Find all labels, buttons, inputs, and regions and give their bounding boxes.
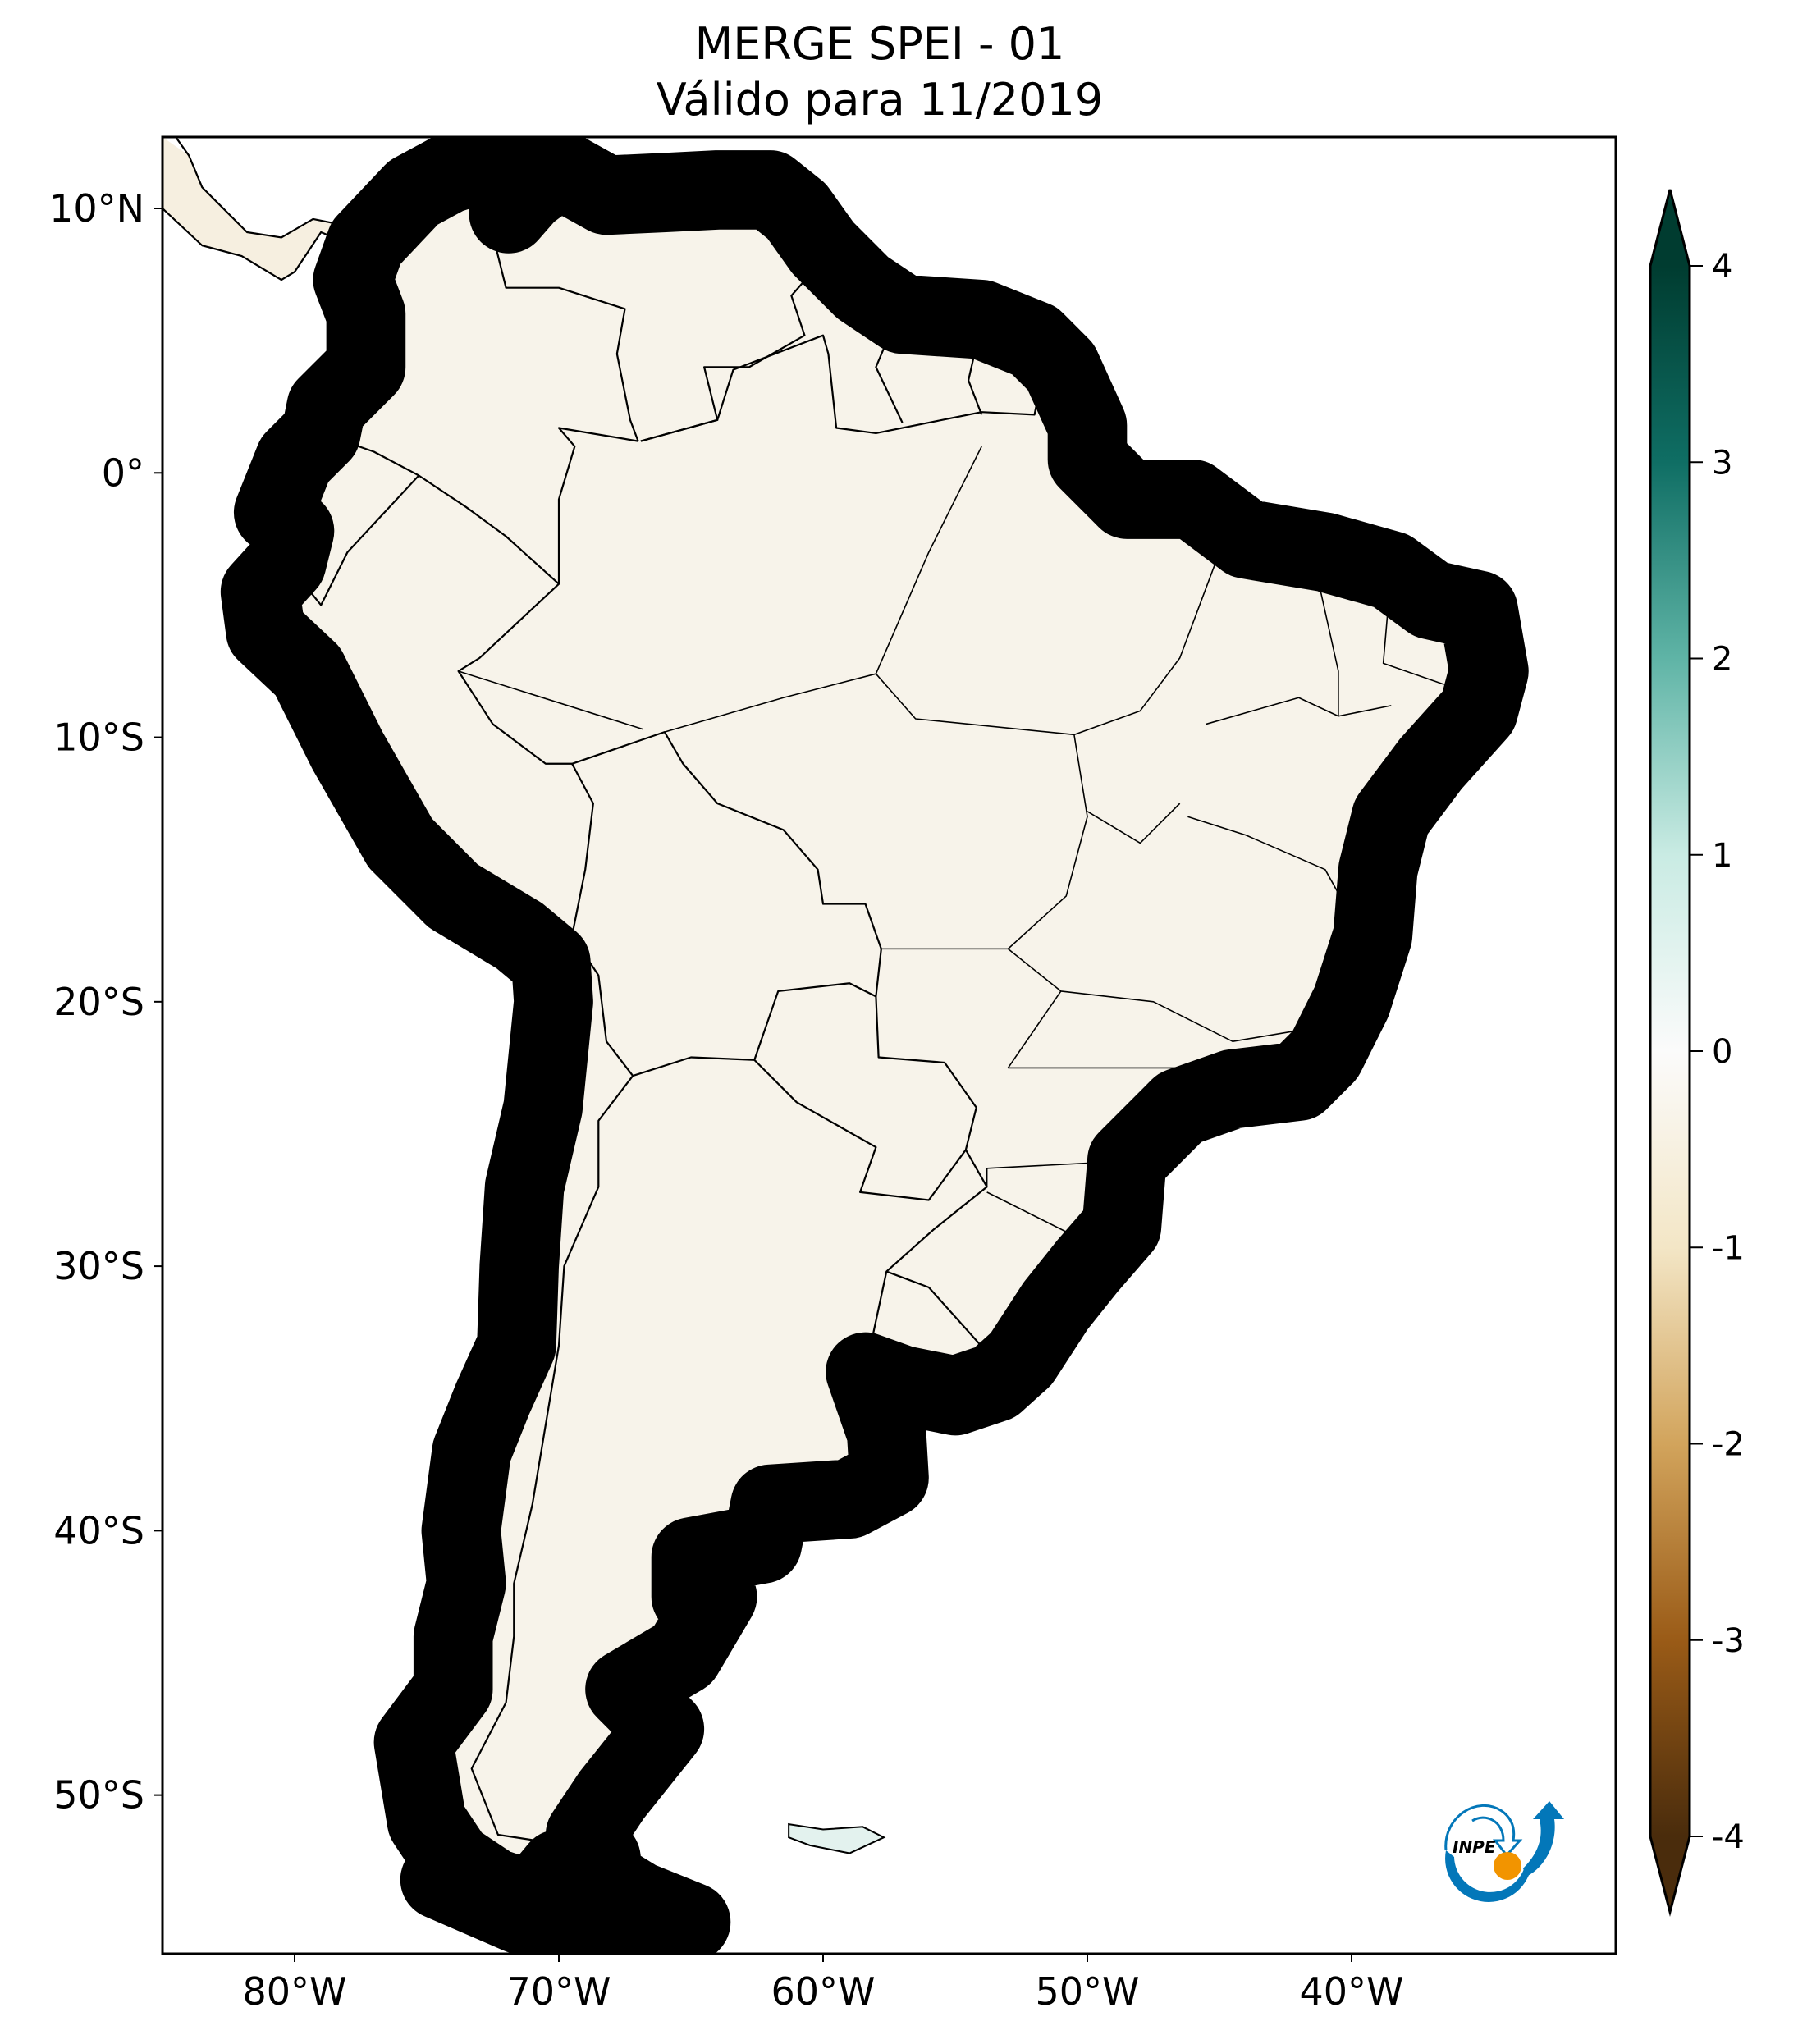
colorbar-tick-label: 1 — [1712, 837, 1732, 875]
longitude-axis: 80°W 70°W 60°W 50°W 40°W — [242, 1954, 1404, 2014]
title-line-1: MERGE SPEI - 01 — [695, 18, 1065, 70]
lat-tick-label: 0° — [102, 450, 144, 495]
falkland-islands — [789, 1824, 884, 1853]
title-line-2: Válido para 11/2019 — [657, 74, 1103, 126]
lat-tick-label: 40°S — [53, 1508, 144, 1552]
central-america — [162, 137, 366, 281]
colorbar-tick-label: 4 — [1712, 248, 1732, 286]
logo-arrow-icon — [1523, 1801, 1564, 1877]
colorbar-tick-label: 2 — [1712, 641, 1732, 679]
logo-text: INPE — [1453, 1837, 1496, 1857]
lon-tick-label: 40°W — [1299, 1969, 1403, 2014]
colorbar-tick-label: 0 — [1712, 1033, 1732, 1071]
colorbar-tick-label: -4 — [1712, 1818, 1745, 1856]
colorbar-tick-label: -3 — [1712, 1622, 1745, 1660]
borders — [162, 137, 1489, 1935]
lat-tick-label: 10°N — [49, 186, 144, 231]
lat-tick-label: 30°S — [53, 1244, 144, 1288]
map-frame — [161, 135, 1617, 1955]
colorbar-tick-label: -2 — [1712, 1426, 1745, 1464]
lat-tick-label: 50°S — [53, 1773, 144, 1818]
lon-tick-label: 80°W — [242, 1969, 346, 2014]
colorbar: 4 3 2 1 0 -1 -2 -3 -4 — [1649, 189, 1745, 1917]
inpe-logo: INPE — [1444, 1801, 1564, 1902]
logo-orbit-icon — [1444, 1804, 1523, 1858]
logo-sun-icon — [1494, 1852, 1521, 1880]
logo-swoosh — [1445, 1850, 1531, 1902]
colorbar-tick-label: 3 — [1712, 444, 1732, 482]
colorbar-tick-label: -1 — [1712, 1229, 1745, 1267]
lat-tick-label: 20°S — [53, 980, 144, 1024]
colorbar-ticks: 4 3 2 1 0 -1 -2 -3 -4 — [1690, 248, 1745, 1856]
lon-tick-label: 50°W — [1035, 1969, 1139, 2014]
lon-tick-label: 70°W — [506, 1969, 611, 2014]
colorbar-body — [1649, 189, 1691, 1917]
latitude-axis: 10°N 0° 10°S 20°S 30°S 40°S 50°S — [49, 186, 162, 1818]
map-panel — [162, 137, 1489, 1935]
lat-tick-label: 10°S — [53, 716, 144, 760]
lon-tick-label: 60°W — [771, 1969, 875, 2014]
